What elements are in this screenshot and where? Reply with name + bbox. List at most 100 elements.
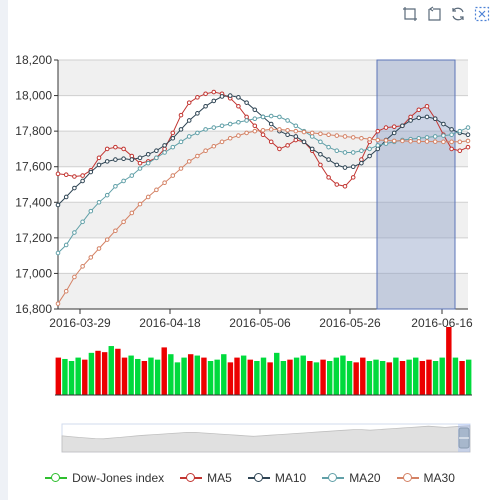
- data-zoom-slider: [61, 423, 471, 453]
- data-point: [170, 173, 176, 178]
- legend-line-icon: [180, 473, 203, 483]
- data-point: [211, 125, 217, 130]
- volume-bar: [366, 361, 373, 395]
- volume-bar: [101, 352, 108, 395]
- data-point: [334, 162, 340, 168]
- grid-band: [58, 237, 468, 274]
- legend-item-ma10[interactable]: MA10: [247, 471, 307, 485]
- data-point: [203, 127, 208, 132]
- data-point: [293, 123, 299, 129]
- data-point: [285, 132, 290, 137]
- data-point: [383, 138, 389, 143]
- data-point: [326, 175, 331, 180]
- data-point: [465, 132, 471, 137]
- data-point: [383, 125, 389, 130]
- data-point: [334, 148, 340, 154]
- legend-line-icon: [247, 473, 270, 483]
- volume-bar: [353, 362, 359, 395]
- legend-label: MA30: [423, 471, 455, 485]
- data-point: [449, 132, 454, 137]
- grid-band: [58, 131, 468, 167]
- data-point: [219, 123, 225, 129]
- y-tick-label: 18,200: [15, 53, 52, 67]
- data-point: [375, 128, 381, 134]
- data-point: [416, 107, 422, 113]
- legend-item-ma20[interactable]: MA20: [322, 471, 381, 485]
- data-point: [441, 121, 446, 127]
- data-point: [342, 165, 348, 170]
- zoom-area-icon[interactable]: [402, 6, 418, 22]
- y-tick-label: 17,000: [15, 266, 52, 280]
- legend-label: MA10: [274, 471, 307, 485]
- data-point: [260, 114, 266, 120]
- volume-bar: [333, 357, 340, 395]
- data-point: [55, 202, 61, 208]
- data-point: [326, 132, 331, 137]
- data-point: [203, 148, 208, 154]
- data-point: [342, 183, 348, 189]
- data-point: [129, 210, 135, 216]
- data-point: [424, 103, 430, 109]
- data-zoom-select-icon[interactable]: [474, 6, 490, 22]
- legend-item-ma30[interactable]: MA30: [396, 471, 455, 485]
- data-point: [219, 94, 225, 99]
- data-point: [178, 139, 184, 145]
- y-tick-label: 17,200: [15, 231, 52, 245]
- volume-bar: [154, 359, 161, 395]
- volume-bar: [326, 361, 333, 395]
- y-axis: 16,800 17,000 17,200 17,400 17,600 17,800 18,0…: [15, 53, 468, 316]
- data-point: [432, 134, 438, 139]
- data-point: [170, 144, 176, 150]
- x-tick-label: 2016-05-06: [229, 316, 291, 330]
- data-point: [195, 153, 200, 159]
- data-point: [96, 162, 102, 168]
- data-point: [268, 139, 274, 145]
- y-tick-label: 17,400: [15, 195, 52, 209]
- volume-bar: [161, 347, 167, 395]
- y-tick-label: 17,600: [15, 160, 52, 174]
- data-point: [252, 123, 258, 129]
- volume-bar: [194, 355, 201, 395]
- volume-bar: [75, 357, 81, 395]
- data-point: [236, 133, 241, 138]
- data-point: [137, 201, 143, 207]
- data-point: [400, 138, 405, 144]
- data-point: [72, 174, 77, 179]
- zoom-reset-icon[interactable]: [426, 6, 442, 22]
- data-point: [154, 148, 159, 154]
- data-point: [162, 180, 167, 186]
- data-point: [408, 138, 413, 144]
- data-point: [285, 118, 290, 123]
- data-point: [72, 185, 77, 191]
- data-point: [449, 139, 454, 145]
- data-point: [236, 103, 241, 109]
- data-point: [318, 162, 323, 168]
- volume-bar: [452, 357, 459, 395]
- legend-item-dow-jones[interactable]: Dow-Jones index: [45, 471, 164, 485]
- data-point: [178, 127, 184, 132]
- data-point: [178, 166, 184, 171]
- data-point: [424, 139, 430, 144]
- legend: Dow-Jones index MA5 MA10 MA20 MA30: [0, 466, 500, 490]
- legend-item-ma5[interactable]: MA5: [180, 471, 232, 485]
- legend-line-icon: [396, 473, 419, 483]
- data-point: [145, 151, 151, 157]
- data-point: [145, 160, 151, 166]
- data-point: [186, 100, 192, 105]
- data-point: [121, 178, 126, 184]
- data-point: [104, 159, 110, 164]
- data-point: [367, 153, 372, 159]
- data-point: [154, 187, 159, 193]
- data-point: [211, 143, 217, 149]
- data-point: [359, 160, 364, 166]
- data-point: [63, 172, 69, 178]
- restore-icon[interactable]: [450, 6, 466, 22]
- data-point: [375, 137, 381, 143]
- data-point: [277, 127, 282, 132]
- volume-bar: [459, 361, 465, 395]
- legend-line-icon: [45, 473, 68, 483]
- data-point: [432, 116, 438, 121]
- data-point: [449, 146, 454, 152]
- data-point: [129, 173, 135, 178]
- data-point: [63, 194, 69, 200]
